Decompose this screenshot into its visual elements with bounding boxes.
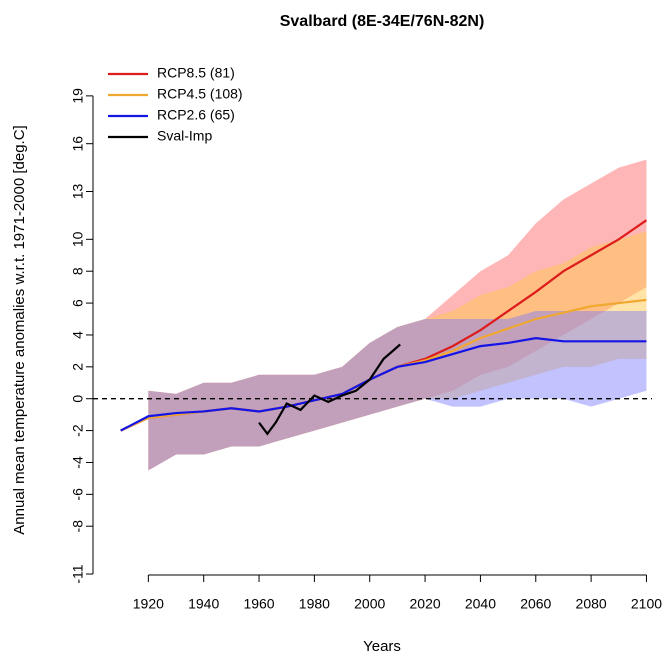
y-axis-label: Annual mean temperature anomalies w.r.t.…: [11, 125, 28, 534]
uncertainty-band: [148, 231, 647, 471]
legend-label: RCP4.5 (108): [157, 86, 243, 102]
y-tick-label: 4: [70, 331, 86, 339]
y-tick-label: -4: [70, 456, 86, 469]
y-tick-label: 19: [70, 88, 86, 104]
x-tick-label: 2000: [354, 596, 385, 612]
x-tick-label: 2020: [410, 596, 441, 612]
x-tick-label: 2040: [465, 596, 496, 612]
y-tick-label: 6: [70, 299, 86, 307]
series-line: [120, 337, 647, 432]
uncertainty-band: [148, 311, 647, 471]
x-tick-label: 2080: [576, 596, 607, 612]
y-tick-label: 13: [70, 184, 86, 200]
x-tick-label: 1940: [188, 596, 219, 612]
y-tick-label: 10: [70, 231, 86, 247]
x-tick-label: 1920: [133, 596, 164, 612]
y-tick-label: -2: [70, 424, 86, 437]
legend-label: RCP2.6 (65): [157, 107, 235, 123]
x-tick-label: 2100: [631, 596, 662, 612]
y-tick-label: 2: [70, 363, 86, 371]
y-tick-label: 0: [70, 395, 86, 403]
x-tick-label: 2060: [520, 596, 551, 612]
y-tick-label: 8: [70, 267, 86, 275]
y-tick-label: -11: [70, 564, 86, 583]
y-tick-label: -6: [70, 488, 86, 501]
legend-label: Sval-Imp: [157, 128, 212, 144]
chart-title: Svalbard (8E-34E/76N-82N): [280, 13, 485, 30]
x-tick-label: 1980: [299, 596, 330, 612]
x-tick-label: 1960: [243, 596, 274, 612]
y-tick-label: -8: [70, 520, 86, 533]
y-tick-label: 16: [70, 136, 86, 152]
legend-label: RCP8.5 (81): [157, 65, 235, 81]
series-line: [258, 343, 401, 436]
x-axis-label: Years: [363, 638, 401, 655]
